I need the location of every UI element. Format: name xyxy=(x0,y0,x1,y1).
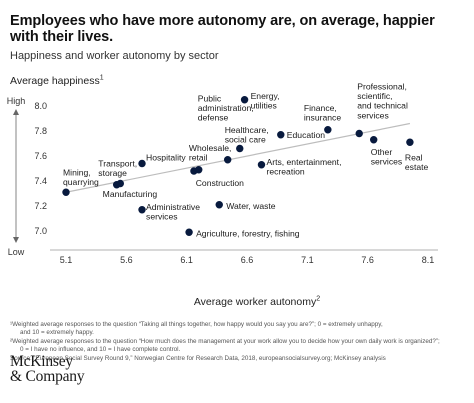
footnote-line: and 10 = extremely happy. xyxy=(20,329,94,337)
data-point xyxy=(138,159,146,168)
y-axis-label-text: Average happiness xyxy=(10,75,100,87)
data-point xyxy=(406,138,414,146)
data-point-label: Water, waste xyxy=(226,201,276,211)
trend-line xyxy=(65,122,411,193)
data-point xyxy=(257,161,266,169)
y-tick-label: 7.8 xyxy=(34,126,47,136)
data-point-label: Administrative services xyxy=(146,202,200,222)
mckinsey-logo: McKinsey & Company xyxy=(10,353,85,385)
data-point-label: Wholesale, retail xyxy=(189,143,232,163)
data-point-label: Professional, scientific, and technical ser… xyxy=(357,82,408,121)
x-tick-label: 6.6 xyxy=(241,255,254,265)
data-point xyxy=(138,206,146,214)
y-tick-label: 7.2 xyxy=(34,201,47,211)
data-point-label: Finance, insurance xyxy=(304,103,341,123)
data-point-label: Education xyxy=(287,130,325,140)
data-point xyxy=(185,228,193,236)
y-tick-label: 7.4 xyxy=(34,176,47,186)
data-point xyxy=(116,179,125,188)
x-axis-label: Average worker autonomy2 xyxy=(0,295,474,309)
source-line: Source: “European Social Survey Round 9,… xyxy=(10,354,386,362)
data-point-label: Public administration, defense xyxy=(198,94,254,123)
logo-line-1: McKinsey xyxy=(10,353,73,370)
x-tick-label: 5.1 xyxy=(60,255,73,265)
x-tick-label: 8.1 xyxy=(422,255,435,265)
x-axis-label-text: Average worker autonomy xyxy=(193,296,317,308)
data-point-label: Agriculture, forestry, fishing xyxy=(196,228,300,238)
data-point xyxy=(370,136,378,144)
y-axis-arrow-up-icon xyxy=(13,109,19,115)
y-axis-footnote-marker: 1 xyxy=(99,74,104,82)
y-tick-label: 7.0 xyxy=(34,226,47,236)
data-point-label: Hospitality xyxy=(146,153,186,163)
data-point-label: Transport, storage xyxy=(98,159,137,179)
y-axis-label: Average happiness1 xyxy=(10,74,104,88)
data-point xyxy=(215,201,223,209)
x-tick-label: 7.1 xyxy=(301,255,314,265)
data-point xyxy=(324,126,332,134)
data-point-label: Energy, utilities xyxy=(251,91,280,111)
data-point-label: Arts, entertainment, recreation xyxy=(266,157,341,177)
data-point xyxy=(62,188,70,196)
data-point xyxy=(195,166,203,174)
footnote-line: ¹Weighted average responses to the quest… xyxy=(10,321,383,328)
chart-subtitle: Happiness and worker autonomy by sector xyxy=(10,50,219,62)
footnote-line: ²Weighted average responses to the quest… xyxy=(10,337,440,345)
chart-title: Employees who have more autonomy are, on… xyxy=(10,13,435,45)
data-point xyxy=(223,156,232,164)
data-point-label: Construction xyxy=(196,178,244,188)
x-tick-label: 5.6 xyxy=(120,255,133,265)
footnotes: ¹Weighted average responses to the quest… xyxy=(10,321,466,363)
x-tick-label: 7.6 xyxy=(361,255,374,265)
scatter-chart: High Low 7.0 7.2 7.4 7.6 7.8 8.0 5.1 5.6 6.1 6.6 7.1… xyxy=(7,82,438,265)
x-tick-label: 6.1 xyxy=(180,255,193,265)
data-point xyxy=(236,144,244,153)
y-tick-label: 8.0 xyxy=(34,101,47,111)
y-axis-low-label: Low xyxy=(8,247,25,257)
y-axis-arrow-down-icon xyxy=(13,237,19,243)
data-point-label: Healthcare, social care xyxy=(225,125,269,145)
data-point xyxy=(355,129,363,138)
data-point-label: Mining, quarrying xyxy=(63,167,99,187)
data-point-label: Real estate xyxy=(405,152,429,172)
x-axis-footnote-marker: 2 xyxy=(316,295,321,303)
data-point xyxy=(240,96,249,104)
y-axis-high-label: High xyxy=(7,96,26,106)
data-point-label: Manufacturing xyxy=(103,189,158,199)
logo-line-2: & Company xyxy=(10,368,85,385)
y-tick-label: 7.6 xyxy=(34,151,47,161)
data-point xyxy=(277,131,285,139)
footnote-line: 0 = I have no influence, and 10 = I have… xyxy=(20,346,181,354)
data-point-label: Other services xyxy=(371,147,403,167)
